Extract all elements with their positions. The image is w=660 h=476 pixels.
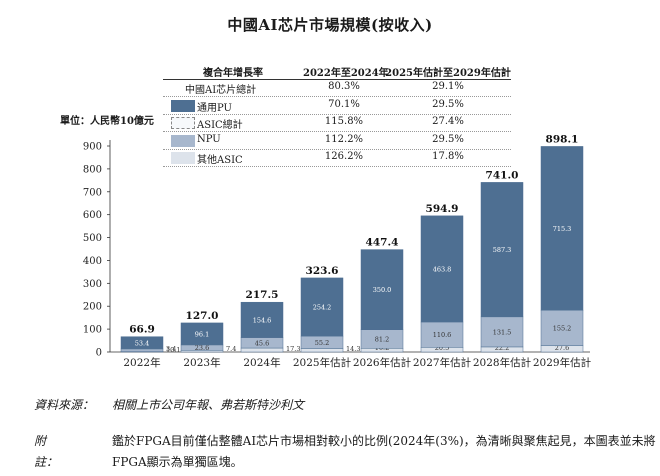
bar-segment-label: 155.2: [553, 324, 572, 332]
bar-segment-label: 10.1: [166, 346, 180, 354]
cagr-row: 中國AI芯片總計 80.3% 29.1%: [163, 79, 511, 97]
cagr-row: 通用PU 70.1% 29.5%: [163, 97, 511, 115]
legend-swatch-other_asic: [171, 152, 195, 164]
bar-segment-label: 463.8: [433, 265, 452, 273]
bar-total-label: 127.0: [186, 310, 219, 322]
cagr-value-2022-2024: 112.2%: [324, 133, 364, 145]
cagr-header-cell: 2025年估計至2029年估計: [385, 68, 511, 79]
bar-segment-label: 587.3: [493, 246, 512, 254]
legend-swatch-npu: [171, 134, 195, 147]
stacked-bar-chart: 0 100 200 300 400 500 600 700 800 900 3.410.1 53.4 6…: [83, 133, 592, 369]
bar-segment-label: 17.3: [286, 345, 300, 353]
y-tick-label: 700: [83, 187, 102, 198]
cagr-row: ASIC總計 115.8% 27.4%: [163, 114, 511, 132]
bar-total-label: 66.9: [129, 324, 155, 336]
bar-segment-other_asic: [240, 347, 284, 353]
cagr-value-2022-2024: 70.1%: [328, 98, 360, 110]
y-tick-label: 300: [83, 279, 102, 290]
bar-segment-label: 131.5: [493, 328, 512, 336]
bar-segment-npu: [120, 348, 164, 352]
x-category-label: 2029年估計: [533, 356, 592, 369]
x-category-label: 2025年估計: [293, 356, 352, 369]
bar-segment-npu: [480, 316, 524, 348]
y-tick-label: 400: [83, 256, 102, 267]
y-tick-label: 800: [83, 164, 102, 175]
bar-segment-gpu: [360, 249, 404, 330]
legend-swatch-asic: [171, 117, 195, 129]
y-tick-label: 200: [83, 302, 102, 313]
y-tick-label: 900: [83, 142, 102, 153]
bar-segment-label: 23.6: [195, 344, 209, 352]
cagr-value-2025-2029: 29.1%: [432, 81, 464, 92]
chart-title: 中國AI芯片市場規模(按收入): [227, 16, 433, 34]
source-note: 資料來源： 相關上市公司年報、弗若斯特沙利文: [34, 396, 304, 413]
bar-segment-label: 14.3: [346, 345, 360, 353]
bar-total-label: 323.6: [306, 265, 339, 277]
y-tick-label: 100: [83, 325, 102, 336]
bar-segment-gpu: [480, 182, 524, 318]
bar-segment-gpu: [240, 301, 284, 338]
bar-segment-gpu: [540, 146, 584, 311]
cagr-row: NPU 112.2% 29.5%: [163, 132, 511, 150]
y-axis-unit-label: 單位：人民幣10億元: [60, 116, 154, 127]
bar-segment-label: 55.2: [315, 339, 329, 347]
cagr-row-label: 中國AI芯片總計: [185, 85, 257, 96]
cagr-value-2025-2029: 29.5%: [432, 98, 464, 110]
y-tick-label: 600: [83, 210, 102, 221]
cagr-value-2022-2024: 80.3%: [328, 81, 360, 92]
source-text: 相關上市公司年報、弗若斯特沙利文: [112, 398, 305, 412]
x-category-label: 2026年估計: [353, 356, 412, 369]
cagr-row-label: 通用PU: [197, 102, 232, 114]
bar-segment-label: 3.4: [166, 345, 176, 353]
bar-segment-label: 350.0: [373, 286, 392, 294]
x-category-label: 2028年估計: [473, 356, 532, 369]
y-tick-label: 500: [83, 233, 102, 244]
source-label: 資料來源：: [34, 398, 95, 412]
bar-segment-label: 96.1: [195, 330, 209, 338]
cagr-row-label: NPU: [197, 133, 221, 145]
cagr-value-2025-2029: 17.8%: [432, 151, 464, 162]
bar-segment-gpu: [300, 277, 344, 337]
bar-segment-gpu: [180, 322, 224, 346]
x-category-label: 2027年估計: [413, 356, 472, 369]
cagr-row-label: ASIC總計: [197, 120, 243, 131]
bar-segment-label: 22.2: [495, 344, 509, 352]
bar-total-label: 447.4: [366, 237, 399, 249]
bar-total-label: 741.0: [486, 169, 519, 181]
bar-segment-label: 110.6: [433, 331, 452, 339]
cagr-value-2025-2029: 29.5%: [432, 133, 464, 145]
bar-total-label: 217.5: [246, 289, 279, 301]
bar-segment-label: 7.4: [226, 345, 236, 353]
bar-segment-label: 27.6: [555, 344, 569, 352]
y-tick-label: 0: [96, 348, 102, 359]
bar-segment-other_asic: [300, 348, 344, 353]
x-category-label: 2023年: [183, 356, 220, 369]
bar-segment-label: 45.6: [255, 339, 269, 347]
bar-segment-label: 154.6: [253, 316, 272, 324]
cagr-row: 其他ASIC 126.2% 17.8%: [163, 149, 511, 167]
x-category-label: 2022年: [123, 356, 160, 369]
legend-swatch-gpu: [171, 99, 195, 112]
bar-total-label: 594.9: [426, 203, 459, 215]
cagr-value-2022-2024: 126.2%: [324, 151, 364, 162]
cagr-row-label: 其他ASIC: [197, 155, 243, 166]
bar-segment-gpu: [420, 215, 464, 323]
bar-segment-label: 20.5: [435, 344, 449, 352]
cagr-value-2022-2024: 115.8%: [324, 116, 364, 127]
cagr-header-row: 複合年增長率 2022年至2024年 2025年估計至2029年估計: [163, 62, 511, 80]
cagr-value-2025-2029: 27.4%: [432, 116, 464, 127]
bar-segment-label: 254.2: [313, 304, 332, 312]
cagr-header-cell: 2022年至2024年: [303, 68, 389, 79]
footnote-label: 附註：: [34, 434, 59, 469]
x-category-label: 2024年: [243, 356, 280, 369]
footnote-text: 鑑於FPGA目前僅佔整體AI芯片市場相對較小的比例(2024年(3%)，為清晰與…: [112, 434, 656, 469]
bar-total-label: 898.1: [546, 133, 579, 145]
bar-segment-label: 81.2: [375, 335, 389, 343]
bar-segment-npu: [540, 309, 584, 346]
bar-segment-label: 715.3: [553, 225, 572, 233]
bar-segment-label: 53.4: [135, 339, 149, 347]
bar-segment-gpu: [120, 336, 164, 350]
cagr-header-cell: 複合年增長率: [203, 68, 263, 79]
bar-segment-npu: [420, 321, 464, 348]
